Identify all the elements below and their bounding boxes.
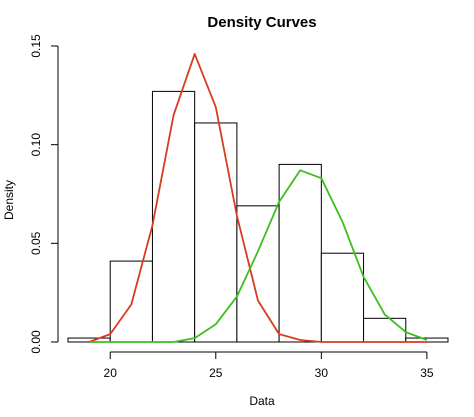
histogram-bar	[320, 252, 365, 343]
y-tick-label: 0.00	[29, 330, 43, 354]
y-tick-label: 0.05	[29, 231, 43, 255]
y-axis: 0.00 0.05 0.10 0.15	[29, 34, 59, 354]
density-curve-green	[89, 169, 428, 343]
histogram-bar	[194, 122, 238, 343]
density-curves	[88, 53, 428, 343]
y-tick-label: 0.10	[29, 133, 43, 157]
histogram-bars	[67, 90, 449, 343]
x-tick-label: 35	[420, 366, 434, 380]
x-tick-label: 20	[104, 366, 118, 380]
x-tick-label: 30	[315, 366, 329, 380]
histogram-bar	[278, 163, 322, 343]
x-axis: 20 25 30 35	[104, 351, 434, 380]
histogram-bar	[363, 317, 407, 343]
x-tick-label: 25	[209, 366, 223, 380]
density-curve-red	[88, 53, 427, 343]
histogram-bar	[236, 205, 280, 343]
y-tick-label: 0.15	[29, 34, 43, 58]
y-axis-label: Density	[2, 180, 16, 220]
chart-title: Density Curves	[207, 14, 316, 31]
histogram-bar	[151, 90, 196, 343]
x-axis-label: Data	[249, 394, 275, 408]
